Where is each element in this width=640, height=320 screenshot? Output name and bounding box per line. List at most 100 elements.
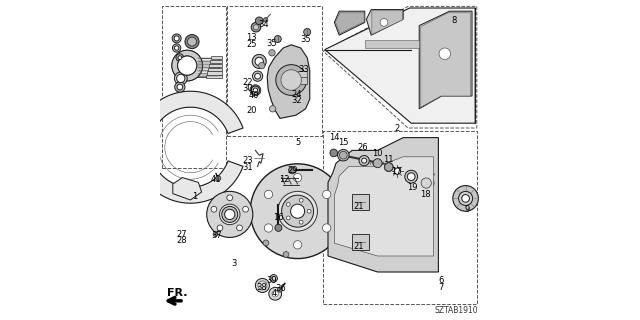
Circle shape [255, 57, 264, 66]
Text: 33: 33 [299, 65, 309, 74]
Circle shape [237, 225, 243, 231]
Circle shape [174, 46, 179, 50]
Text: 21: 21 [354, 202, 364, 211]
Text: 36: 36 [275, 284, 285, 293]
Circle shape [439, 48, 451, 60]
Circle shape [264, 190, 273, 198]
Bar [352, 234, 369, 250]
Circle shape [419, 175, 434, 191]
Circle shape [211, 206, 217, 212]
Text: SZTAB1910: SZTAB1910 [435, 306, 479, 315]
Circle shape [222, 206, 238, 222]
Text: 18: 18 [420, 190, 431, 199]
Circle shape [293, 173, 302, 182]
Circle shape [220, 204, 240, 225]
Bar [211, 56, 223, 59]
Circle shape [380, 19, 388, 26]
Text: 24: 24 [292, 90, 302, 99]
Circle shape [178, 56, 197, 75]
Circle shape [362, 158, 367, 163]
Circle shape [278, 287, 283, 292]
Circle shape [286, 216, 290, 220]
Text: 25: 25 [246, 40, 257, 49]
Circle shape [225, 209, 235, 220]
Text: 3: 3 [231, 260, 236, 268]
Text: 23: 23 [242, 156, 253, 165]
Bar [209, 68, 223, 71]
Circle shape [253, 25, 259, 30]
Polygon shape [268, 45, 310, 118]
Text: 10: 10 [372, 149, 383, 158]
Bar [197, 58, 219, 77]
Circle shape [250, 85, 261, 96]
Circle shape [373, 159, 382, 168]
Circle shape [394, 168, 401, 174]
Circle shape [258, 281, 267, 290]
Circle shape [185, 35, 199, 49]
Circle shape [216, 176, 221, 181]
Circle shape [338, 149, 349, 161]
Circle shape [307, 209, 311, 213]
Circle shape [283, 252, 289, 257]
Polygon shape [335, 13, 364, 34]
Polygon shape [385, 163, 393, 172]
Circle shape [340, 152, 347, 158]
Circle shape [252, 86, 260, 94]
Text: 15: 15 [338, 138, 349, 147]
Circle shape [405, 170, 418, 183]
Text: 21: 21 [354, 242, 364, 251]
Circle shape [243, 206, 248, 212]
Bar [207, 71, 223, 75]
Circle shape [293, 241, 302, 249]
Circle shape [217, 225, 223, 231]
Circle shape [176, 54, 184, 61]
Circle shape [286, 203, 290, 206]
Text: 4: 4 [271, 289, 277, 298]
Text: 1: 1 [193, 192, 198, 201]
Circle shape [177, 84, 183, 90]
Text: 11: 11 [383, 155, 394, 164]
Text: 2: 2 [394, 124, 399, 132]
Circle shape [172, 50, 202, 81]
Circle shape [392, 165, 403, 177]
Circle shape [359, 156, 369, 166]
Text: 14: 14 [329, 133, 340, 142]
Polygon shape [372, 10, 403, 35]
Circle shape [289, 167, 296, 174]
Text: 27: 27 [177, 230, 187, 239]
Bar [298, 77, 307, 84]
Circle shape [270, 275, 278, 282]
Circle shape [213, 232, 218, 236]
Circle shape [421, 178, 431, 188]
Text: 28: 28 [177, 236, 187, 245]
Circle shape [251, 22, 261, 32]
Circle shape [178, 56, 197, 75]
Circle shape [278, 191, 317, 231]
Text: 37: 37 [212, 231, 222, 240]
Text: 39: 39 [267, 276, 277, 285]
Circle shape [384, 163, 393, 172]
Text: 20: 20 [246, 106, 257, 115]
Circle shape [172, 50, 202, 81]
Circle shape [458, 191, 472, 205]
Text: 29: 29 [287, 166, 298, 175]
Text: 9: 9 [465, 205, 470, 214]
Text: 17: 17 [392, 167, 402, 176]
Text: 12: 12 [280, 175, 290, 184]
Polygon shape [328, 138, 438, 272]
Text: 31: 31 [242, 163, 253, 172]
Bar [209, 64, 223, 67]
Circle shape [264, 18, 268, 22]
Circle shape [227, 195, 233, 201]
Text: 30: 30 [242, 84, 253, 93]
Circle shape [453, 186, 479, 211]
Text: 8: 8 [451, 16, 456, 25]
Circle shape [252, 54, 266, 68]
Circle shape [253, 71, 263, 81]
Text: 7: 7 [438, 283, 444, 292]
Circle shape [408, 173, 415, 180]
Circle shape [300, 198, 303, 202]
Circle shape [330, 149, 338, 157]
Text: 38: 38 [257, 284, 267, 292]
Circle shape [255, 73, 260, 79]
